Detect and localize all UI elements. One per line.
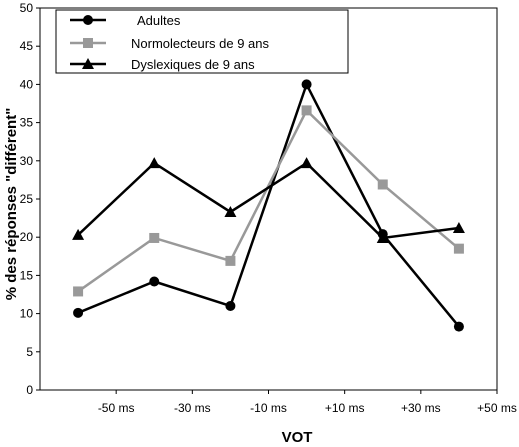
legend-item: Normolecteurs de 9 ans: [70, 36, 270, 51]
legend-item: Dyslexiques de 9 ans: [70, 57, 255, 72]
data-point: [149, 232, 160, 243]
data-point: [225, 300, 236, 311]
data-point: [148, 157, 161, 169]
legend-label: Adultes: [137, 13, 181, 28]
series-layer: [72, 79, 465, 332]
data-point: [73, 286, 84, 297]
y-tick-label: 0: [26, 383, 33, 397]
data-point: [453, 243, 464, 254]
x-tick-label: +10 ms: [325, 401, 365, 415]
data-point: [377, 179, 388, 190]
legend-item: Adultes: [70, 13, 181, 28]
y-tick-label: 15: [20, 268, 34, 282]
series-line: [77, 161, 460, 240]
series-line: [77, 81, 460, 328]
data-point: [453, 321, 464, 332]
x-tick-label: -50 ms: [98, 401, 135, 415]
data-point: [301, 105, 312, 116]
data-point: [72, 228, 85, 240]
x-tick-label: -30 ms: [174, 401, 211, 415]
axes: 0 5 10 15 20 25 30 35 40 45 50 -50 ms -30 ms -10 ms +1…: [20, 1, 517, 415]
data-point: [301, 79, 312, 90]
y-tick-label: 30: [20, 154, 34, 168]
data-point: [225, 255, 236, 266]
legend: Adultes Normolecteurs de 9 ans Dyslexiques…: [55, 9, 349, 74]
legend-marker: [82, 58, 94, 69]
x-axis-title: VOT: [282, 429, 313, 446]
y-tick-label: 10: [20, 307, 34, 321]
x-tick-label: +50 ms: [477, 401, 517, 415]
data-point: [149, 276, 160, 287]
x-tick-label: +30 ms: [401, 401, 441, 415]
legend-label: Normolecteurs de 9 ans: [131, 36, 270, 51]
y-tick-label: 20: [20, 230, 34, 244]
y-tick-label: 45: [20, 39, 34, 53]
y-tick-label: 35: [20, 116, 34, 130]
y-tick-label: 5: [26, 345, 33, 359]
series-line: [77, 108, 460, 293]
data-point: [452, 222, 465, 234]
data-point: [224, 205, 237, 217]
y-tick-label: 40: [20, 77, 34, 91]
legend-marker: [83, 15, 93, 25]
series-0: [73, 79, 464, 332]
data-point: [300, 157, 313, 169]
legend-marker: [83, 38, 93, 48]
legend-label: Dyslexiques de 9 ans: [131, 57, 255, 72]
data-point: [376, 231, 389, 243]
y-tick-label: 50: [20, 1, 34, 15]
y-axis-title: % des réponses "différent": [3, 108, 20, 301]
data-point: [73, 307, 84, 318]
series-1: [73, 105, 464, 297]
series-2: [72, 157, 465, 243]
x-tick-label: -10 ms: [250, 401, 287, 415]
y-tick-label: 25: [20, 192, 34, 206]
